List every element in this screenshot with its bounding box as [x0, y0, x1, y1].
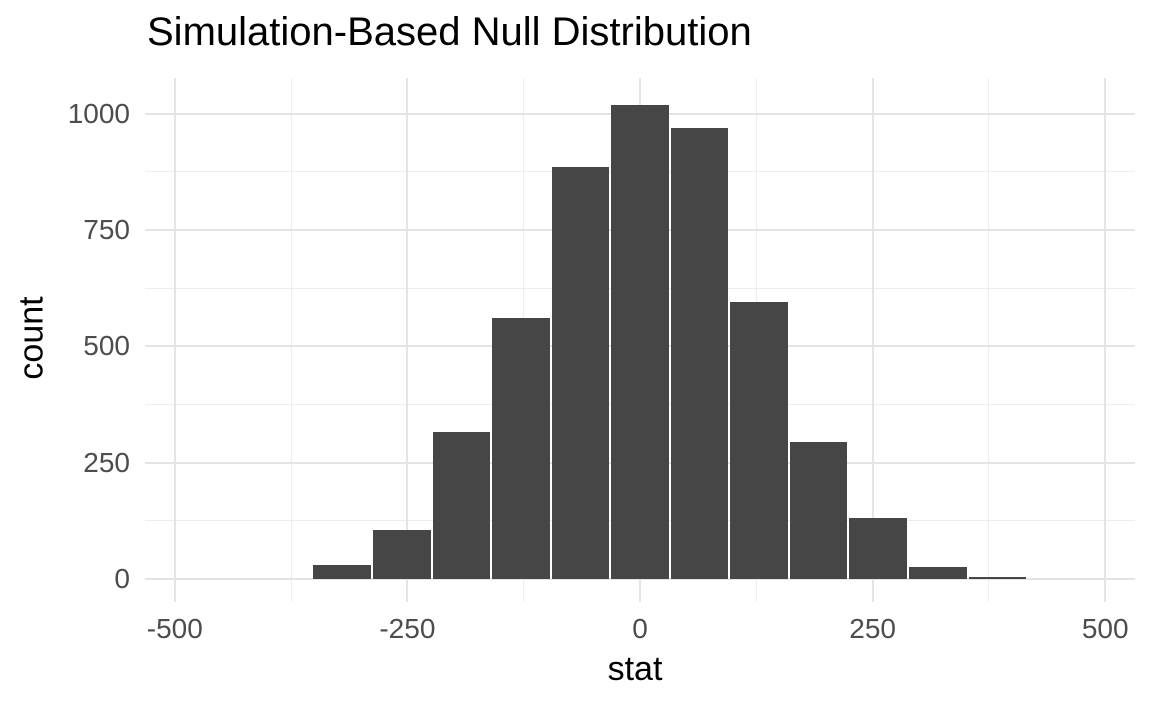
- major-gridline-vertical: [871, 78, 874, 602]
- y-tick-label: 750: [83, 214, 130, 246]
- x-tick-label: -500: [146, 613, 203, 644]
- y-tick-label: 1000: [67, 97, 130, 129]
- histogram-bar: [908, 567, 967, 579]
- histogram-bar: [730, 302, 788, 579]
- y-tick-label: 500: [83, 330, 130, 362]
- x-tick-label: 250: [849, 613, 896, 644]
- histogram-bar: [611, 104, 669, 579]
- minor-gridline-vertical: [988, 78, 990, 602]
- histogram-bar: [670, 127, 729, 579]
- major-gridline-vertical: [1104, 78, 1107, 602]
- chart-title: Simulation-Based Null Distribution: [147, 10, 752, 54]
- y-tick-label: 0: [114, 562, 130, 594]
- x-tick-label: -250: [379, 613, 436, 644]
- x-tick-label: 500: [1081, 613, 1129, 644]
- major-gridline-horizontal: [145, 577, 1135, 580]
- histogram-bar: [551, 167, 610, 579]
- histogram-bar: [492, 318, 550, 579]
- histogram-bar: [373, 529, 431, 579]
- minor-gridline-vertical: [290, 78, 292, 602]
- y-tick-label: 250: [83, 446, 130, 478]
- plot-panel: [145, 78, 1135, 602]
- histogram-bar: [849, 518, 907, 579]
- major-gridline-vertical: [173, 78, 176, 602]
- x-tick-label: 0: [632, 613, 648, 644]
- histogram-bar: [313, 564, 372, 579]
- major-gridline-vertical: [406, 78, 409, 602]
- histogram-bar: [789, 441, 848, 579]
- histogram-bar: [432, 432, 491, 579]
- x-axis-label: stat: [607, 650, 663, 688]
- histogram-bar: [968, 577, 1027, 579]
